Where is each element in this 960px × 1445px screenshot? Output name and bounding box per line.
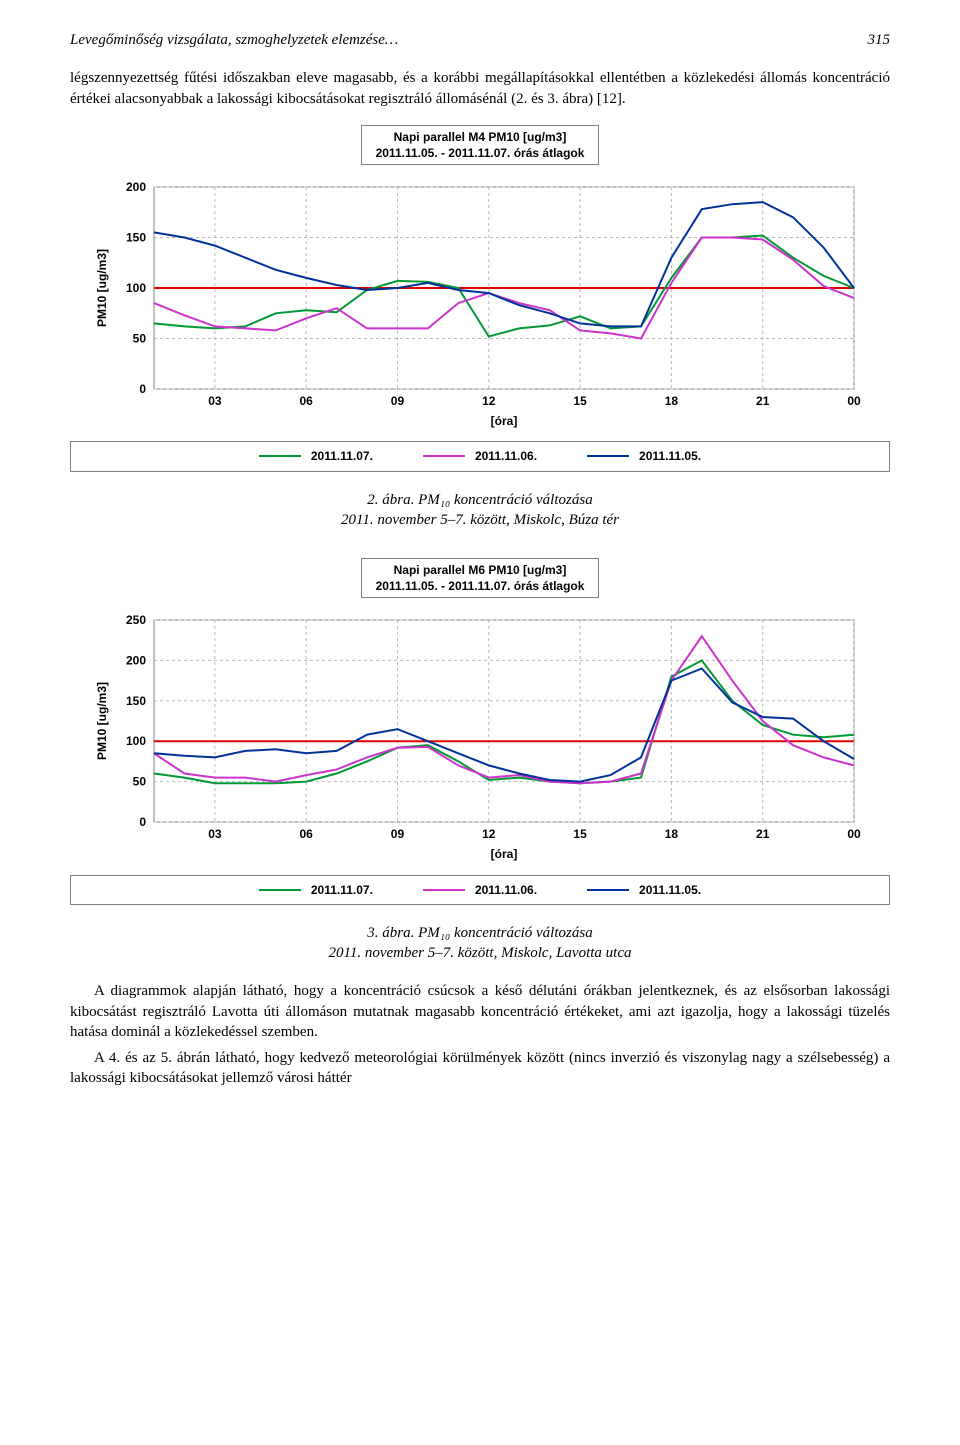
legend-swatch — [423, 455, 465, 457]
legend-item: 2011.11.07. — [259, 448, 373, 464]
paragraph-continued: A 4. és az 5. ábrán látható, hogy kedvez… — [70, 1048, 890, 1089]
caption1-line1: 2. ábra. PM₁₀ koncentráció változása — [367, 492, 592, 508]
xtick-label: 15 — [573, 394, 587, 408]
legend-swatch — [587, 455, 629, 457]
legend-item: 2011.11.06. — [423, 448, 537, 464]
legend-swatch — [423, 889, 465, 891]
xtick-label: 00 — [847, 827, 861, 841]
chart-svg: 0 50 100 150 200 03 06 09 12 15 18 21 00 PM10 [ug/m3]… — [90, 171, 870, 431]
chart2-title-line2: 2011.11.05. - 2011.11.07. órás átlagok — [376, 578, 585, 594]
paragraph-analysis: A diagrammok alapján látható, hogy a kon… — [70, 981, 890, 1042]
ytick-label: 50 — [133, 332, 147, 346]
legend-item: 2011.11.05. — [587, 882, 701, 898]
xtick-label: 06 — [299, 394, 313, 408]
xtick-label: 12 — [482, 394, 496, 408]
xtick-label: 12 — [482, 827, 496, 841]
xtick-label: 00 — [847, 394, 861, 408]
legend-swatch — [587, 889, 629, 891]
ytick-label: 50 — [133, 775, 147, 789]
xtick-label: 18 — [665, 394, 679, 408]
ytick-label: 0 — [139, 382, 146, 396]
chart1-title-line2: 2011.11.05. - 2011.11.07. órás átlagok — [376, 145, 585, 161]
chart2: 0 50 100 150 200 250 03 06 09 12 15 18 21 00 PM10 [ug/… — [90, 604, 870, 870]
caption1-line2: 2011. november 5–7. között, Miskolc, Búz… — [341, 512, 619, 528]
legend-label: 2011.11.07. — [311, 882, 373, 898]
legend-item: 2011.11.06. — [423, 882, 537, 898]
running-title: Levegőminőség vizsgálata, szmoghelyzetek… — [70, 30, 398, 50]
ytick-label: 200 — [126, 654, 146, 668]
xtick-label: 03 — [208, 394, 222, 408]
ytick-label: 100 — [126, 735, 146, 749]
xtick-label: 09 — [391, 827, 405, 841]
xtick-label: 21 — [756, 827, 770, 841]
xaxis-label: [óra] — [491, 414, 518, 428]
yaxis-label: PM10 [ug/m3] — [95, 249, 109, 327]
xaxis-label: [óra] — [491, 847, 518, 861]
legend-label: 2011.11.07. — [311, 448, 373, 464]
chart2-title-box: Napi parallel M6 PM10 [ug/m3] 2011.11.05… — [361, 558, 600, 598]
chart-svg: 0 50 100 150 200 250 03 06 09 12 15 18 21 00 PM10 [ug/… — [90, 604, 870, 864]
ytick-label: 0 — [139, 815, 146, 829]
legend-swatch — [259, 455, 301, 457]
legend-label: 2011.11.05. — [639, 448, 701, 464]
chart1: 0 50 100 150 200 03 06 09 12 15 18 21 00 PM10 [ug/m3]… — [90, 171, 870, 437]
xtick-label: 03 — [208, 827, 222, 841]
legend-item: 2011.11.05. — [587, 448, 701, 464]
page-header: Levegőminőség vizsgálata, szmoghelyzetek… — [70, 30, 890, 50]
chart1-title-line1: Napi parallel M4 PM10 [ug/m3] — [376, 129, 585, 145]
xtick-label: 06 — [299, 827, 313, 841]
chart2-title-line1: Napi parallel M6 PM10 [ug/m3] — [376, 562, 585, 578]
caption2-line2: 2011. november 5–7. között, Miskolc, Lav… — [328, 945, 631, 961]
chart1-title-box: Napi parallel M4 PM10 [ug/m3] 2011.11.05… — [361, 125, 600, 165]
yaxis-label: PM10 [ug/m3] — [95, 682, 109, 760]
xtick-label: 21 — [756, 394, 770, 408]
caption-chart1: 2. ábra. PM₁₀ koncentráció változása 201… — [70, 490, 890, 531]
ytick-label: 200 — [126, 180, 146, 194]
chart1-legend: 2011.11.07. 2011.11.06. 2011.11.05. — [70, 441, 890, 471]
ytick-label: 150 — [126, 694, 146, 708]
page-number: 315 — [868, 30, 891, 50]
ytick-label: 100 — [126, 281, 146, 295]
ytick-label: 250 — [126, 613, 146, 627]
xtick-label: 15 — [573, 827, 587, 841]
legend-item: 2011.11.07. — [259, 882, 373, 898]
plot-area — [154, 620, 854, 822]
legend-label: 2011.11.06. — [475, 882, 537, 898]
legend-label: 2011.11.05. — [639, 882, 701, 898]
xtick-label: 09 — [391, 394, 405, 408]
legend-swatch — [259, 889, 301, 891]
legend-label: 2011.11.06. — [475, 448, 537, 464]
paragraph-intro: légszennyezettség fűtési időszakban elev… — [70, 68, 890, 109]
caption-chart2: 3. ábra. PM₁₀ koncentráció változása 201… — [70, 923, 890, 964]
xtick-label: 18 — [665, 827, 679, 841]
chart2-legend: 2011.11.07. 2011.11.06. 2011.11.05. — [70, 875, 890, 905]
caption2-line1: 3. ábra. PM₁₀ koncentráció változása — [367, 925, 592, 941]
ytick-label: 150 — [126, 231, 146, 245]
